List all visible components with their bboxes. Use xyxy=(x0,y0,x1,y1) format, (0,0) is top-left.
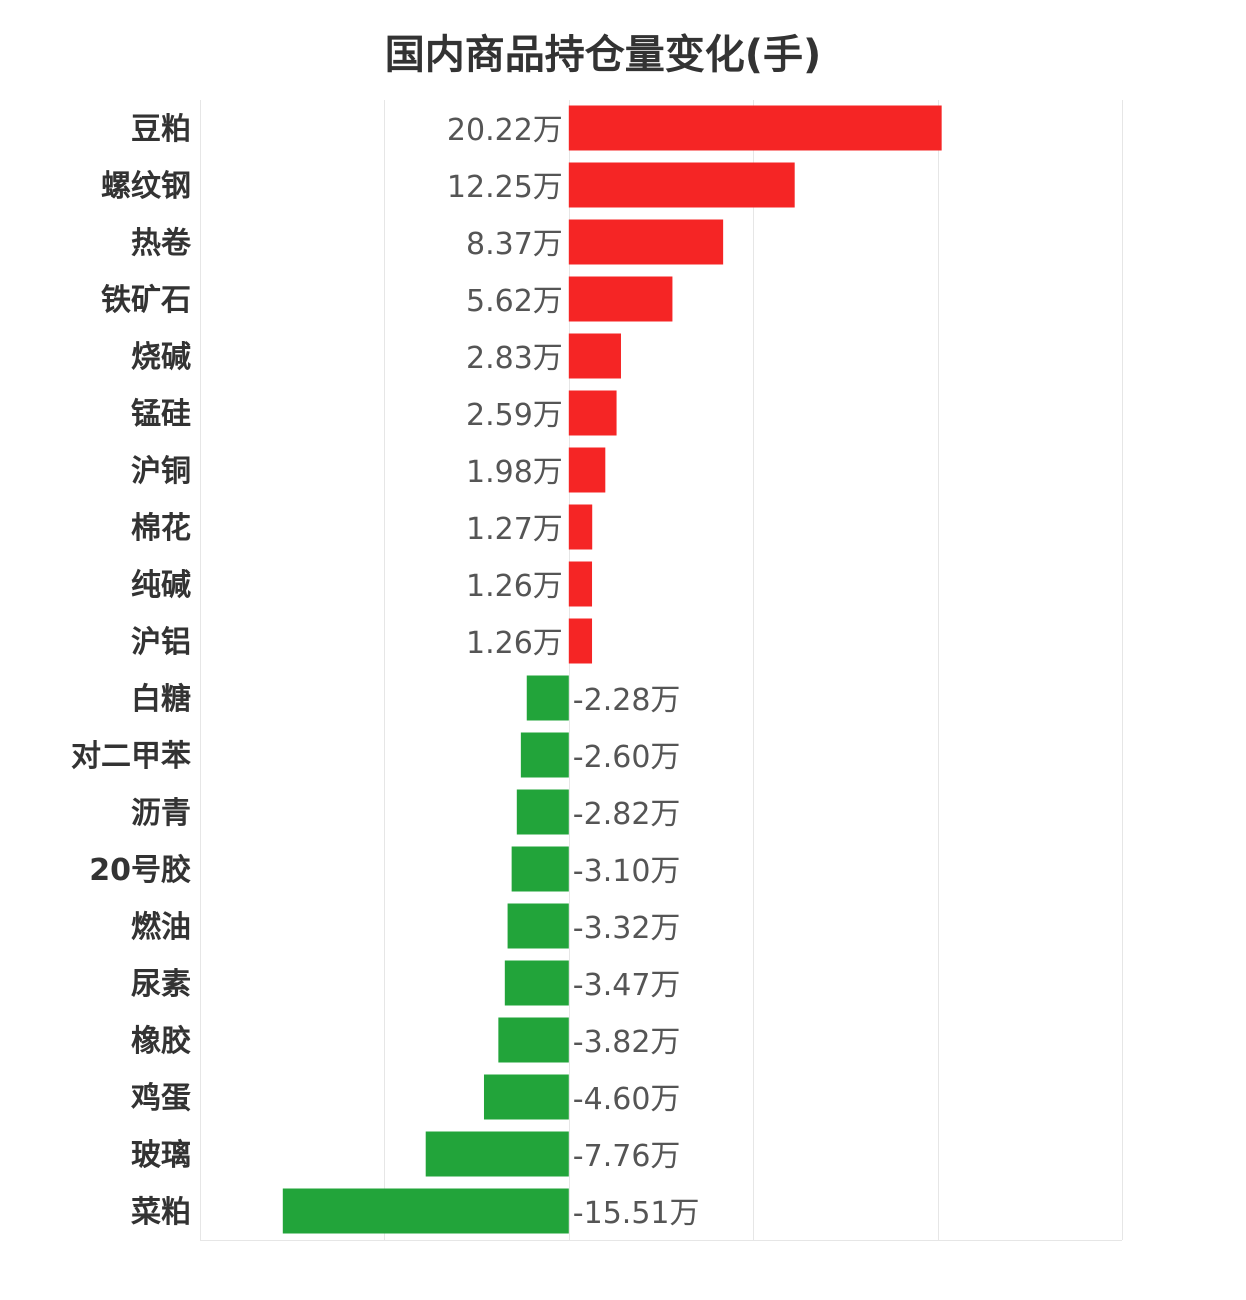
bar xyxy=(516,789,569,835)
value-label: 5.62万 xyxy=(466,284,563,319)
value-label: 2.83万 xyxy=(466,341,563,376)
value-label: -2.28万 xyxy=(573,683,681,718)
category-label: 烧碱 xyxy=(131,340,191,375)
category-label: 沪铜 xyxy=(131,454,191,489)
value-label: 20.22万 xyxy=(447,113,563,148)
bar xyxy=(282,1188,569,1234)
value-label: 1.27万 xyxy=(466,512,563,547)
bar xyxy=(511,846,569,892)
category-label: 锰硅 xyxy=(131,397,191,432)
category-label: 沪铝 xyxy=(131,625,191,660)
bar xyxy=(425,1131,569,1177)
category-label: 沥青 xyxy=(131,796,191,831)
value-label: 2.59万 xyxy=(466,398,563,433)
bar xyxy=(520,732,569,778)
value-label: 1.98万 xyxy=(466,455,563,490)
category-label: 20号胶 xyxy=(89,853,191,888)
bar xyxy=(568,333,621,379)
grid-lines xyxy=(200,100,1123,1241)
bar xyxy=(568,561,593,607)
bar xyxy=(526,675,569,721)
bar xyxy=(568,276,673,322)
bar xyxy=(568,504,593,550)
value-label: -4.60万 xyxy=(573,1082,681,1117)
value-label: -2.60万 xyxy=(573,740,681,775)
bar xyxy=(568,219,724,265)
bar xyxy=(507,903,569,949)
value-label: -15.51万 xyxy=(573,1196,700,1231)
category-label: 玻璃 xyxy=(131,1138,191,1173)
chart-title: 国内商品持仓量变化(手) xyxy=(384,32,822,78)
category-label: 白糖 xyxy=(131,682,191,717)
value-labels: 20.22万 12.25万 8.37万 5.62万 2.83万 2.59万 1.98万 1.2… xyxy=(447,113,700,1231)
value-label: 8.37万 xyxy=(466,227,563,262)
bar xyxy=(498,1017,569,1063)
bar xyxy=(568,162,795,208)
category-label: 纯碱 xyxy=(131,568,191,603)
bar xyxy=(568,105,942,151)
value-label: -2.82万 xyxy=(573,797,681,832)
category-label: 铁矿石 xyxy=(101,283,191,318)
category-label: 橡胶 xyxy=(131,1024,191,1059)
bar xyxy=(568,447,606,493)
bar xyxy=(568,618,593,664)
category-label: 对二甲苯 xyxy=(71,739,191,774)
category-label: 菜粕 xyxy=(131,1195,191,1230)
bar xyxy=(483,1074,569,1120)
category-label: 燃油 xyxy=(131,910,191,945)
value-label: -3.47万 xyxy=(573,968,681,1003)
category-label: 豆粕 xyxy=(131,112,191,147)
value-label: 1.26万 xyxy=(466,626,563,661)
category-label: 尿素 xyxy=(131,967,191,1002)
bar xyxy=(568,390,617,436)
bars xyxy=(282,105,942,1234)
value-label: 1.26万 xyxy=(466,569,563,604)
category-label: 鸡蛋 xyxy=(131,1081,191,1116)
value-label: 12.25万 xyxy=(447,170,563,205)
category-label: 螺纹钢 xyxy=(101,169,191,204)
category-label: 热卷 xyxy=(131,226,192,261)
value-label: -7.76万 xyxy=(573,1139,681,1174)
category-label: 棉花 xyxy=(131,511,191,546)
value-label: -3.32万 xyxy=(573,911,681,946)
value-label: -3.82万 xyxy=(573,1025,681,1060)
value-label: -3.10万 xyxy=(573,854,681,889)
bar xyxy=(504,960,569,1006)
